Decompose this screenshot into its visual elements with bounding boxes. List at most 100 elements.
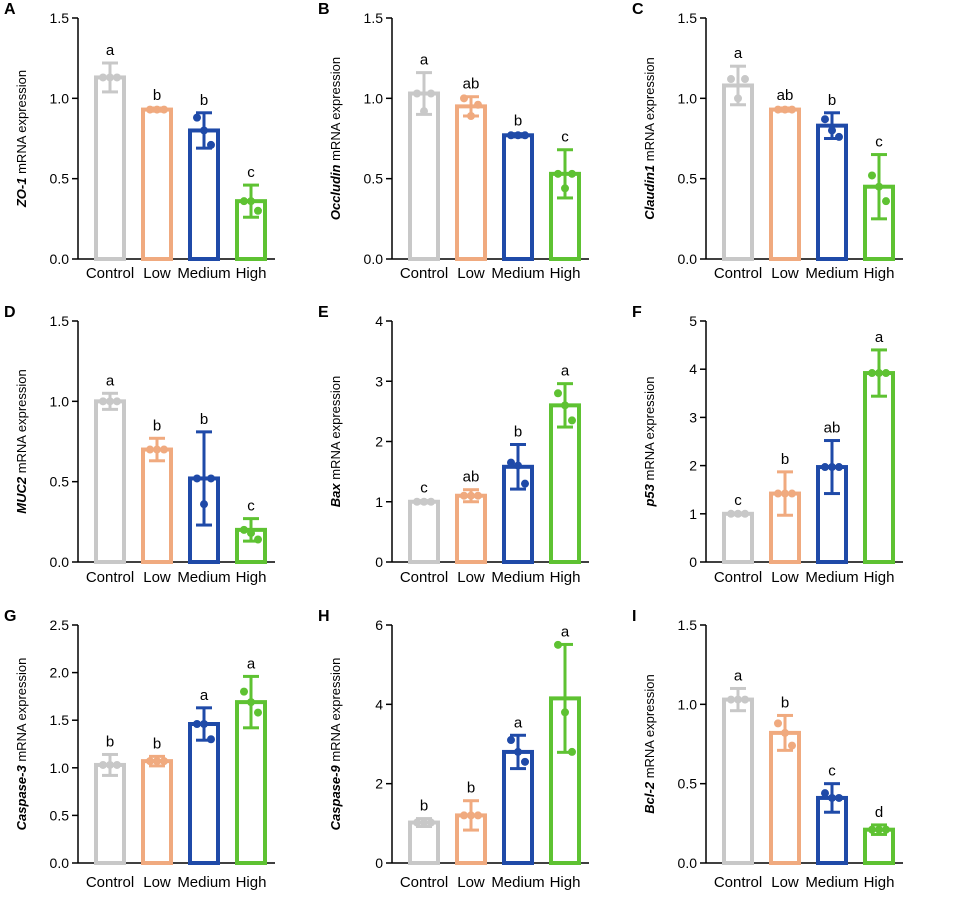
data-point — [99, 73, 107, 82]
panel-label: E — [318, 304, 329, 321]
data-point — [561, 708, 569, 717]
data-point — [734, 94, 742, 103]
data-point — [828, 793, 836, 802]
y-axis-gene-name: ZO-1 — [14, 178, 29, 209]
y-axis-label-suffix: mRNA expression — [14, 70, 29, 178]
chart-panel-G: G 0.0 0.5 1.0 1.5 2.0 2.5 Caspase-3 mRNA expres… — [4, 608, 275, 891]
x-tick-label: High — [864, 874, 895, 891]
data-point — [568, 169, 576, 178]
x-tick-label: Control — [714, 569, 762, 586]
data-point — [835, 793, 843, 802]
x-tick-label: Medium — [177, 569, 230, 586]
y-tick-label: 0.0 — [678, 855, 698, 871]
data-point — [727, 75, 735, 84]
bar-medium — [188, 128, 220, 261]
data-point — [875, 369, 883, 378]
y-axis-label: ZO-1 mRNA expression — [14, 70, 29, 208]
data-point — [413, 89, 421, 98]
data-point — [882, 197, 890, 206]
bar-control — [94, 399, 126, 565]
y-tick-label: 3 — [375, 373, 383, 389]
y-axis-label-suffix: mRNA expression — [14, 658, 29, 766]
significance-label: b — [828, 92, 836, 109]
y-tick-label: 1 — [375, 494, 383, 510]
chart-panel-C: C 0.0 0.5 1.0 1.5 Claudin1 mRNA expression a Co… — [632, 1, 903, 282]
data-point — [146, 105, 154, 114]
x-tick-label: Medium — [177, 265, 230, 282]
significance-label: a — [514, 714, 523, 731]
data-point — [781, 728, 789, 737]
y-tick-label: 1.5 — [50, 10, 70, 26]
data-point — [507, 131, 515, 140]
data-point — [207, 474, 215, 483]
bar-control — [722, 511, 754, 564]
bar-high — [863, 371, 895, 564]
y-tick-label: 1.5 — [678, 10, 698, 26]
x-tick-label: High — [864, 569, 895, 586]
x-tick-label: Low — [143, 265, 171, 282]
significance-label: c — [420, 480, 428, 497]
y-tick-label: 0 — [689, 554, 697, 570]
data-point — [774, 489, 782, 498]
data-point — [247, 197, 255, 206]
x-tick-label: High — [550, 874, 581, 891]
data-point — [427, 89, 435, 98]
y-axis-gene-name: Caspase-9 — [328, 765, 343, 831]
data-point — [474, 811, 482, 820]
y-tick-label: 1.0 — [50, 760, 70, 776]
data-point — [240, 197, 248, 206]
bar-control — [408, 499, 440, 564]
significance-label: c — [247, 164, 255, 181]
data-point — [460, 811, 468, 820]
y-tick-label: 4 — [375, 313, 383, 329]
significance-label: c — [561, 129, 569, 146]
data-point — [160, 757, 168, 766]
data-point — [467, 811, 475, 820]
data-point — [727, 695, 735, 704]
y-tick-label: 0.0 — [678, 251, 698, 267]
x-tick-label: Low — [457, 569, 485, 586]
y-axis-label: Caspase-9 mRNA expression — [328, 658, 343, 831]
significance-label: b — [153, 87, 161, 104]
x-tick-label: Control — [400, 569, 448, 586]
y-axis-label-suffix: mRNA expression — [328, 57, 343, 165]
panel-label: F — [632, 304, 642, 321]
data-point — [99, 760, 107, 769]
y-axis-gene-name: Caspase-3 — [14, 765, 29, 831]
y-tick-label: 3 — [689, 409, 697, 425]
data-point — [427, 497, 435, 506]
data-point — [146, 445, 154, 454]
significance-label: a — [247, 655, 256, 672]
panel-label: B — [318, 1, 330, 18]
x-tick-label: Control — [400, 265, 448, 282]
significance-label: a — [420, 52, 429, 69]
data-point — [106, 760, 114, 769]
significance-label: b — [514, 424, 522, 441]
significance-label: b — [153, 417, 161, 434]
y-tick-label: 0.5 — [50, 171, 70, 187]
y-axis-label: Caspase-3 mRNA expression — [14, 658, 29, 831]
data-point — [554, 389, 562, 398]
bar-control — [408, 91, 440, 261]
y-tick-label: 0 — [375, 855, 383, 871]
significance-label: b — [153, 735, 161, 752]
significance-label: d — [875, 804, 883, 821]
y-tick-label: 2.0 — [50, 665, 70, 681]
data-point — [741, 695, 749, 704]
data-point — [554, 640, 562, 649]
y-axis-gene-name: Occludin — [328, 164, 343, 220]
x-tick-label: Low — [143, 569, 171, 586]
chart-panel-E: E 0 1 2 3 4 Bax mRNA expression c Control ab Low b M… — [318, 304, 589, 586]
y-axis-gene-name: MUC2 — [14, 476, 29, 514]
bar-low — [141, 447, 173, 564]
y-tick-label: 0.5 — [678, 776, 698, 792]
chart-panel-F: F 0 1 2 3 4 5 p53 mRNA expression c Control b Low ab… — [632, 304, 903, 586]
significance-label: a — [875, 329, 884, 346]
significance-label: b — [467, 780, 475, 797]
data-point — [207, 735, 215, 744]
bar-medium — [188, 722, 220, 865]
y-tick-label: 0 — [375, 554, 383, 570]
data-point — [474, 100, 482, 109]
x-tick-label: High — [550, 265, 581, 282]
x-tick-label: Low — [771, 569, 799, 586]
